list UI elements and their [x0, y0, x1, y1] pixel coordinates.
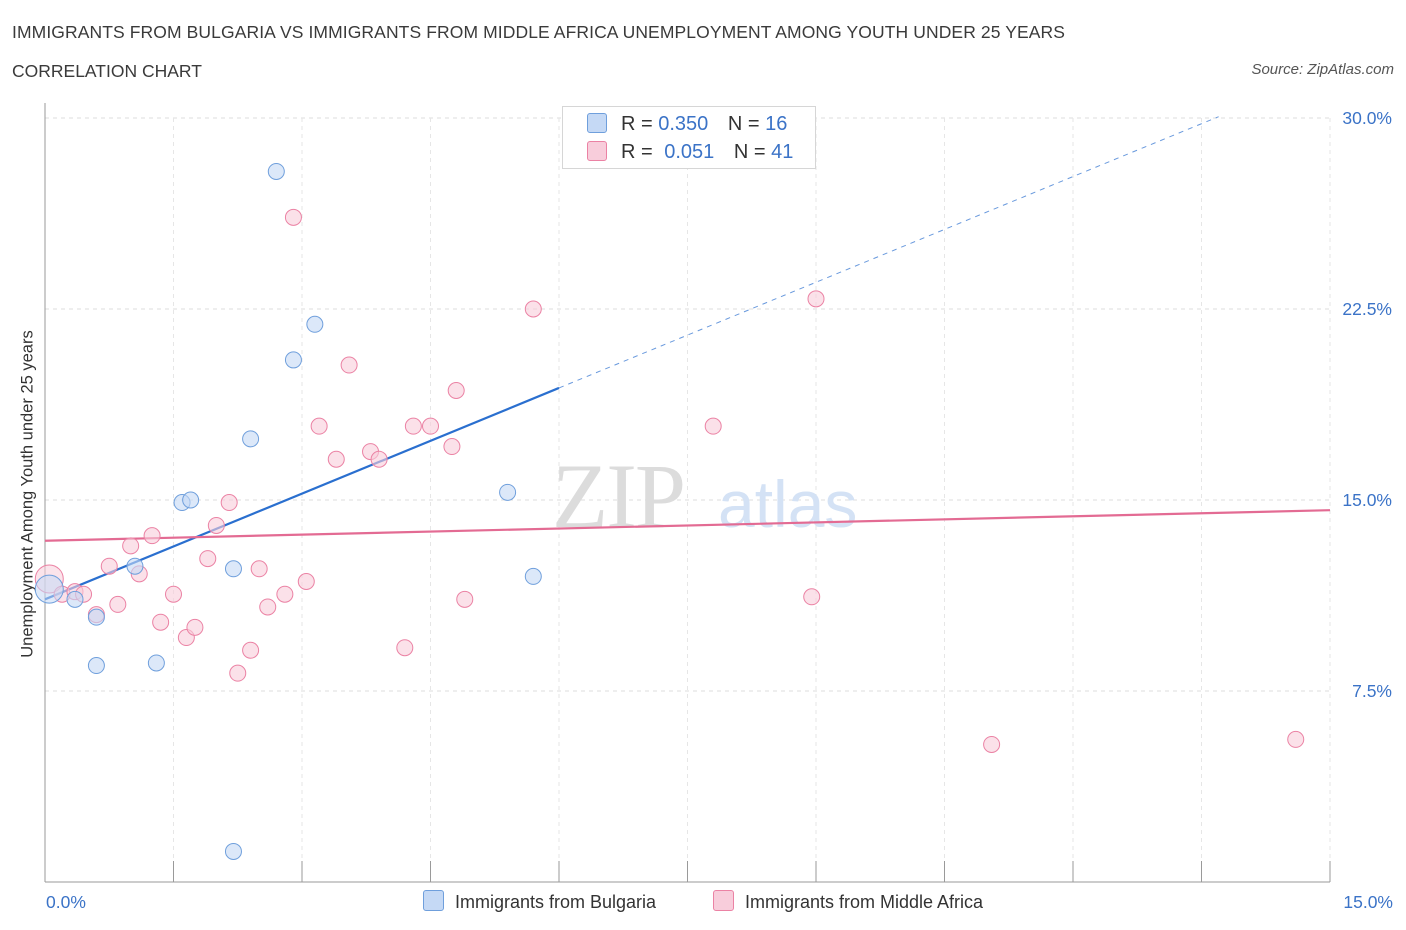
point-bulgaria	[87, 608, 105, 626]
point-middle-africa	[284, 208, 302, 226]
tick-labels: 7.5% 15.0% 22.5% 30.0% 0.0% 15.0%	[46, 108, 1393, 912]
legend-r-label: R =	[621, 113, 653, 135]
point-bulgaria	[126, 557, 144, 575]
point-middle-africa	[447, 381, 465, 399]
point-bulgaria	[306, 315, 324, 333]
point-bulgaria	[267, 162, 285, 180]
point-bulgaria	[224, 560, 242, 578]
point-middle-africa	[143, 527, 161, 545]
point-middle-africa	[370, 450, 388, 468]
point-middle-africa	[259, 598, 277, 616]
middle-africa-swatch	[587, 141, 607, 161]
point-middle-africa	[109, 595, 127, 613]
point-middle-africa	[229, 664, 247, 682]
legend-r-label: R =	[621, 141, 653, 163]
watermark-atlas: atlas	[718, 467, 857, 541]
x-tick-label-min: 0.0%	[46, 892, 86, 912]
source-label: Source: ZipAtlas.com	[1251, 61, 1394, 78]
point-bulgaria	[182, 491, 200, 509]
legend-row-bulgaria: R = 0.350 N = 16	[587, 113, 787, 135]
bulgaria-swatch	[587, 113, 607, 133]
point-bulgaria	[66, 590, 84, 608]
point-middle-africa	[443, 438, 461, 456]
point-middle-africa	[524, 300, 542, 318]
middle-africa-legend-swatch	[713, 890, 734, 911]
chart-subtitle: CORRELATION CHART	[12, 61, 202, 81]
point-middle-africa	[983, 735, 1001, 753]
legend-n-label: N =	[733, 141, 766, 163]
watermark-zip: ZIP	[552, 445, 684, 547]
point-bulgaria	[499, 483, 517, 501]
point-bulgaria	[284, 351, 302, 369]
point-middle-africa	[276, 585, 294, 603]
trend-line-middle-africa	[44, 509, 1331, 542]
legend-n-value: 16	[765, 113, 788, 135]
point-middle-africa	[100, 557, 118, 575]
y-tick-label: 30.0%	[1342, 108, 1392, 128]
point-middle-africa	[404, 417, 422, 435]
point-middle-africa	[704, 417, 722, 435]
legend-item-middle-africa: Immigrants from Middle Africa	[713, 890, 983, 913]
data-points	[34, 162, 1305, 860]
point-middle-africa	[207, 516, 225, 534]
point-bulgaria	[524, 567, 542, 585]
legend-r-value: 0.051	[664, 141, 715, 163]
bulgaria-legend-swatch	[423, 890, 444, 911]
point-middle-africa	[456, 590, 474, 608]
axes	[44, 103, 1331, 883]
x-tick-label-max: 15.0%	[1343, 892, 1393, 912]
point-middle-africa	[220, 494, 238, 512]
point-middle-africa	[165, 585, 182, 603]
point-bulgaria	[34, 574, 64, 604]
point-middle-africa	[297, 572, 315, 590]
correlation-legend: R = 0.350 N = 16 R = 0.051 N = 41	[562, 106, 816, 169]
point-middle-africa	[122, 537, 140, 555]
point-middle-africa	[340, 356, 358, 374]
point-middle-africa	[327, 450, 345, 468]
legend-row-middle-africa: R = 0.051 N = 41	[587, 141, 793, 163]
point-bulgaria	[224, 842, 242, 860]
y-tick-label: 15.0%	[1342, 490, 1392, 510]
point-middle-africa	[807, 290, 825, 308]
legend-r-value: 0.350	[658, 113, 709, 135]
gridlines	[45, 117, 1331, 882]
point-middle-africa	[803, 588, 821, 606]
point-bulgaria	[87, 657, 105, 675]
legend-item-bulgaria: Immigrants from Bulgaria	[423, 890, 656, 913]
legend-label-bulgaria: Immigrants from Bulgaria	[455, 892, 657, 912]
point-bulgaria	[147, 654, 165, 672]
point-middle-africa	[310, 417, 328, 435]
chart-title: IMMIGRANTS FROM BULGARIA VS IMMIGRANTS F…	[12, 22, 1066, 42]
point-middle-africa	[152, 613, 170, 631]
point-bulgaria	[242, 430, 260, 448]
legend-label-middle-africa: Immigrants from Middle Africa	[745, 892, 984, 912]
y-tick-label: 7.5%	[1352, 681, 1392, 701]
point-middle-africa	[186, 618, 204, 636]
y-tick-label: 22.5%	[1342, 299, 1392, 319]
trend-extension-bulgaria	[558, 116, 1219, 389]
point-middle-africa	[396, 639, 414, 657]
point-middle-africa	[199, 550, 217, 568]
point-middle-africa	[242, 641, 260, 659]
point-middle-africa	[250, 560, 268, 578]
legend-n-value: 41	[771, 141, 794, 163]
point-middle-africa	[422, 417, 439, 435]
legend-n-label: N =	[727, 113, 760, 135]
point-middle-africa	[1287, 730, 1305, 748]
